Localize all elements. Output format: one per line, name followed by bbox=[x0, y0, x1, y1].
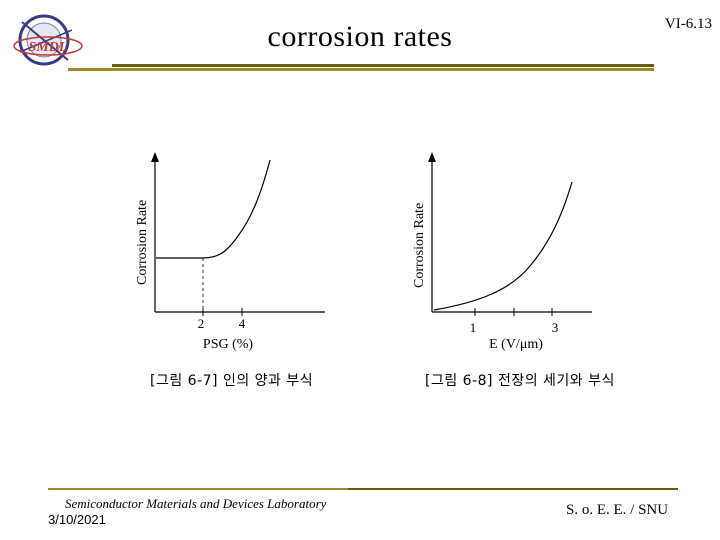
chart-corrosion-vs-psg: 2 4 Corrosion Rate PSG (%) bbox=[120, 140, 340, 360]
page-title: corrosion rates bbox=[267, 20, 453, 53]
lab-logo: SMDL bbox=[8, 8, 86, 76]
header-divider-dark bbox=[112, 64, 654, 67]
slide-number: VI-6.13 bbox=[664, 16, 712, 32]
x-tick-label-4: 4 bbox=[239, 316, 246, 331]
svg-text:SMDL: SMDL bbox=[29, 40, 68, 55]
x-axis-label: PSG (%) bbox=[203, 337, 254, 352]
lab-name: Semiconductor Materials and Devices Labo… bbox=[65, 496, 327, 511]
footer-divider-dark bbox=[348, 488, 678, 490]
corrosion-curve bbox=[156, 159, 271, 259]
x-tick-label-1: 1 bbox=[470, 320, 477, 335]
slide-date: 3/10/2021 bbox=[48, 512, 106, 527]
x-tick-label-2: 2 bbox=[198, 316, 205, 331]
y-axis-arrow bbox=[428, 152, 436, 162]
corrosion-curve bbox=[433, 181, 573, 311]
x-tick-label-3: 3 bbox=[552, 320, 559, 335]
y-axis-label: Corrosion Rate bbox=[135, 200, 150, 285]
footer-divider-light bbox=[48, 488, 348, 490]
figure-caption-6-7: [그림 6-7] 인의 양과 부식 bbox=[150, 373, 314, 389]
x-axis-label: E (V/μm) bbox=[489, 337, 543, 352]
department-name: S. o. E. E. / SNU bbox=[566, 502, 669, 518]
header-divider-light bbox=[68, 68, 654, 71]
y-axis-label: Corrosion Rate bbox=[412, 203, 427, 288]
chart-corrosion-vs-field: 1 3 Corrosion Rate E (V/μm) bbox=[400, 140, 600, 360]
y-axis-arrow bbox=[151, 152, 159, 162]
figure-caption-6-8: [그림 6-8] 전장의 세기와 부식 bbox=[425, 373, 615, 389]
